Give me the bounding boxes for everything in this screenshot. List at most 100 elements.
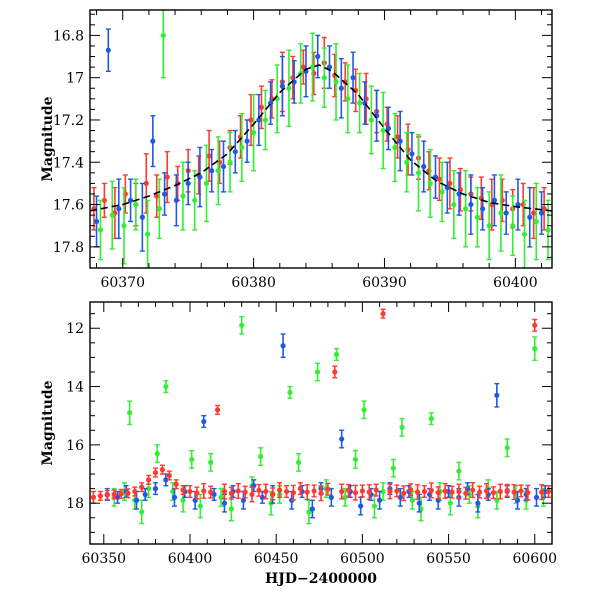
data-point: [350, 51, 356, 104]
data-point: [250, 93, 257, 172]
x-tick-label: 60380: [231, 275, 276, 291]
bottom-panel-light-curve-full: 60350 60400 60450 60500 60550 60600 12 14 16 18 Ma…: [40, 301, 557, 587]
data-point: [489, 178, 495, 231]
data-point: [532, 336, 538, 362]
data-point: [476, 485, 483, 499]
data-point: [109, 180, 115, 250]
data-point: [101, 182, 107, 218]
data-point: [404, 131, 410, 193]
data-point: [359, 484, 365, 498]
data-point: [258, 447, 264, 466]
data-point: [380, 308, 386, 319]
data-point: [215, 136, 221, 206]
data-point: [286, 49, 292, 128]
data-point: [248, 93, 254, 147]
y-tick-label: 17.6: [53, 198, 84, 214]
data-point: [374, 89, 380, 142]
data-point: [314, 362, 321, 382]
data-point: [328, 487, 334, 507]
data-point: [173, 479, 179, 490]
data-point: [497, 483, 503, 500]
data-point: [504, 483, 510, 497]
data-point: [474, 186, 480, 248]
data-point: [290, 484, 297, 501]
data-point: [490, 486, 496, 500]
data-point: [297, 482, 303, 496]
series-1: [93, 28, 545, 252]
data-point: [511, 484, 517, 501]
y-tick-label: 16: [66, 438, 84, 454]
data-point: [483, 482, 490, 499]
data-point: [399, 417, 405, 437]
data-point: [325, 482, 331, 496]
data-point: [295, 452, 302, 472]
data-point: [368, 85, 374, 155]
x-tick-label: 60500: [340, 551, 385, 567]
data-point: [538, 191, 545, 235]
x-tick-label: 60400: [493, 275, 538, 291]
plot-frame: [89, 9, 553, 269]
data-point: [491, 174, 498, 227]
data-point: [201, 482, 207, 499]
data-point: [315, 34, 321, 79]
data-point: [515, 178, 521, 231]
data-point: [377, 490, 383, 510]
data-point: [185, 161, 191, 206]
data-point: [154, 444, 160, 464]
data-point: [494, 382, 500, 408]
y-tick-label: 14: [66, 380, 84, 396]
x-tick-label: 60390: [362, 275, 407, 291]
data-point: [235, 482, 241, 499]
data-point: [339, 429, 345, 449]
data-point: [111, 489, 117, 500]
data-point: [104, 489, 110, 501]
data-point: [545, 484, 552, 499]
data-point: [232, 129, 238, 174]
data-point: [421, 484, 428, 499]
data-point: [90, 490, 97, 504]
data-point: [470, 482, 476, 499]
data-point: [427, 148, 433, 218]
data-point: [521, 199, 528, 268]
x-tick-label: 60600: [512, 551, 557, 567]
data-point: [480, 186, 486, 231]
data-point: [139, 499, 145, 525]
data-point: [209, 148, 215, 193]
data-point: [242, 485, 248, 499]
data-point: [116, 178, 122, 240]
data-point: [256, 93, 262, 147]
data-point: [239, 315, 245, 335]
data-point: [504, 438, 510, 458]
data-point: [304, 484, 310, 501]
data-point: [394, 115, 401, 159]
x-tick-label: 60350: [82, 551, 127, 567]
y-tick-label: 16.8: [53, 28, 84, 44]
data-point: [197, 493, 203, 519]
series-2: [90, 308, 552, 504]
data-point: [152, 482, 159, 496]
data-point: [318, 485, 324, 502]
data-point: [127, 178, 134, 223]
data-point: [380, 91, 386, 170]
y-tick-label: 18: [66, 496, 84, 512]
data-point: [414, 484, 421, 501]
data-point: [166, 470, 172, 481]
data-point: [163, 380, 169, 394]
data-point: [338, 57, 344, 119]
data-point: [173, 174, 179, 227]
data-point: [127, 400, 133, 426]
data-point: [268, 81, 274, 125]
data-point: [125, 488, 131, 499]
data-point: [451, 170, 457, 240]
data-point: [392, 112, 398, 182]
data-point: [358, 496, 364, 516]
data-point: [510, 195, 516, 257]
data-point: [194, 486, 200, 500]
data-point: [208, 452, 214, 472]
data-point: [390, 458, 397, 478]
data-point: [366, 484, 372, 501]
data-point: [498, 174, 504, 252]
data-point: [221, 483, 228, 500]
data-point: [421, 140, 427, 193]
